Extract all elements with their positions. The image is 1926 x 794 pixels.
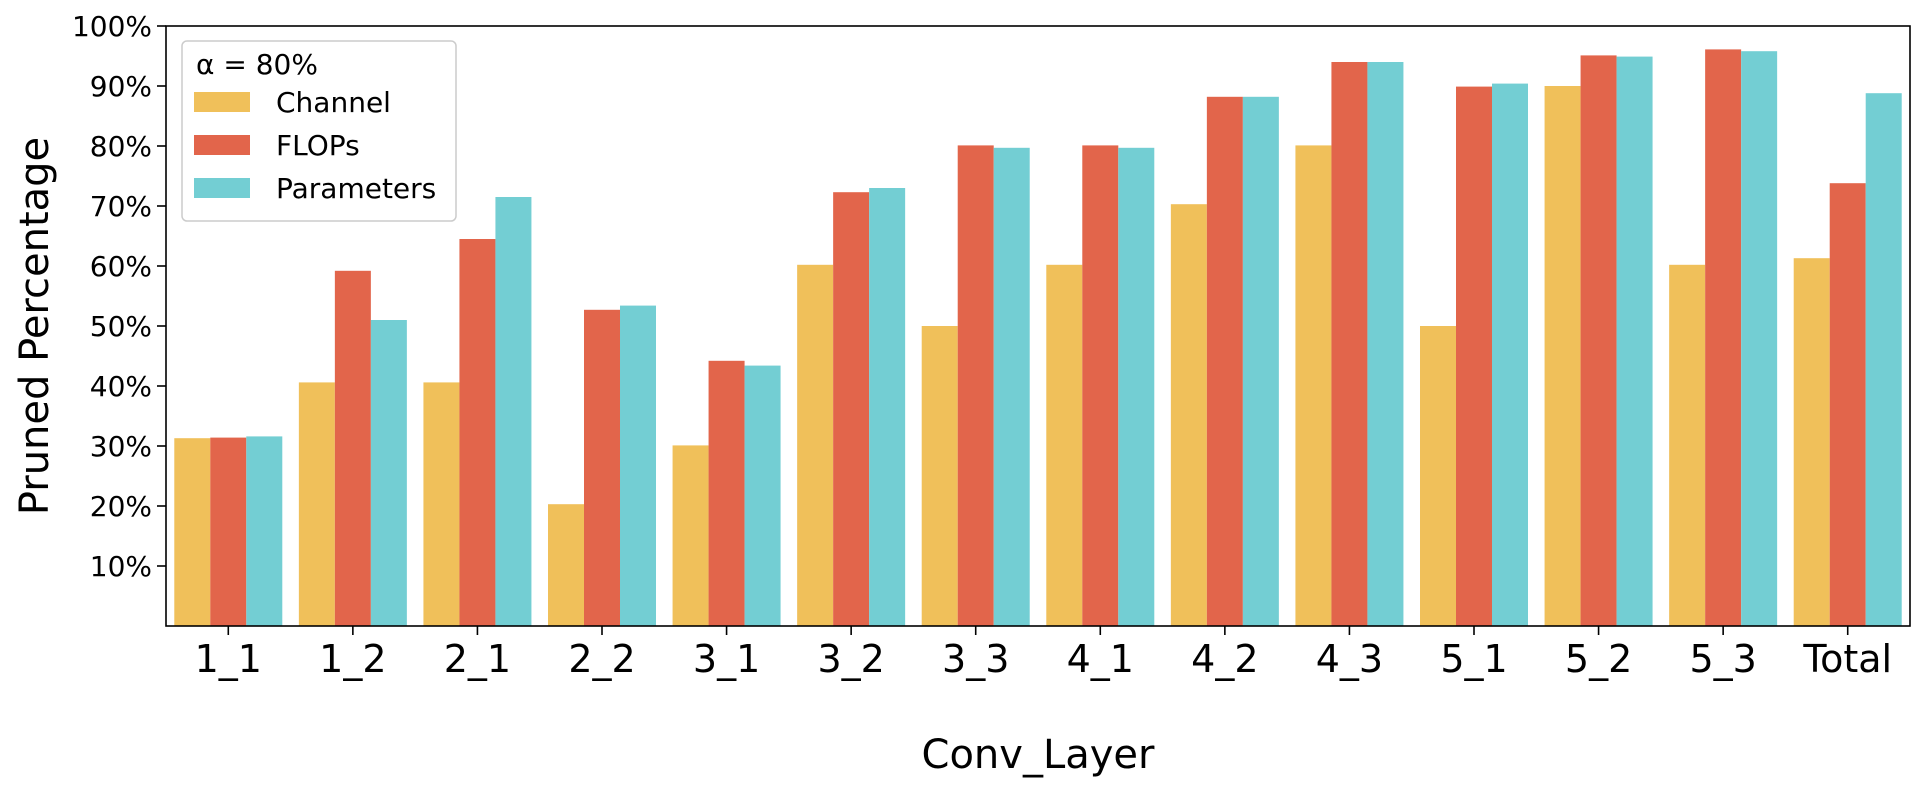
legend-title: α = 80% [196, 48, 318, 81]
bar-channel-3_1 [672, 445, 709, 626]
x-tick-label: 1_1 [195, 637, 262, 681]
bar-channel-1_1 [174, 438, 211, 626]
y-tick-label: 40% [90, 370, 152, 403]
bar-flops-3_2 [833, 192, 870, 626]
bar-flops-3_1 [708, 360, 745, 626]
legend: α = 80% Channel FLOPs Parameters [181, 40, 457, 222]
x-tick-label: 1_2 [319, 637, 386, 681]
x-tick-label: 3_2 [817, 637, 884, 681]
x-tick-label: 3_3 [942, 637, 1009, 681]
bar-parameters-2_1 [495, 197, 532, 626]
bar-channel-4_2 [1170, 204, 1207, 626]
bar-parameters-3_1 [744, 365, 781, 626]
y-tick-label: 20% [90, 490, 152, 523]
y-axis: 10% 20% 30% 40% 50% 60% 70% 80% 90% 100% [72, 10, 166, 583]
y-tick-label: 50% [90, 310, 152, 343]
x-tick-label: 4_2 [1191, 637, 1258, 681]
bar-flops-2_2 [584, 309, 620, 626]
bar-channel-5_2 [1544, 86, 1581, 626]
x-tick-label: 3_1 [693, 637, 760, 681]
x-axis: 1_1 1_2 2_1 2_2 3_1 3_2 3_3 4_1 4_2 4_3 5_1 5_2 5_3 T… [195, 626, 1892, 681]
x-tick-label: 5_1 [1440, 637, 1507, 681]
bar-channel-3_3 [921, 326, 958, 626]
legend-label-flops: FLOPs [276, 129, 360, 162]
bar-parameters-1_1 [246, 436, 283, 626]
y-tick-label: 30% [90, 430, 152, 463]
bar-channel-total [1793, 258, 1830, 626]
legend-label-channel: Channel [276, 86, 391, 119]
bar-channel-4_3 [1295, 145, 1332, 626]
bar-parameters-5_3 [1741, 51, 1778, 626]
bar-parameters-3_3 [993, 147, 1030, 627]
x-tick-label: 2_1 [444, 637, 511, 681]
bar-parameters-2_2 [620, 305, 656, 626]
legend-swatch-channel [194, 92, 250, 112]
bar-parameters-1_2 [370, 320, 407, 626]
bar-channel-2_1 [423, 382, 460, 626]
bar-flops-4_2 [1206, 96, 1243, 627]
x-tick-label: 2_2 [568, 637, 635, 681]
x-tick-label: Total [1802, 637, 1892, 681]
y-tick-label: 90% [90, 70, 152, 103]
bars-group [174, 49, 1902, 627]
bar-flops-2_1 [459, 239, 496, 626]
y-axis-label: Pruned Percentage [12, 137, 58, 515]
bar-parameters-5_1 [1492, 83, 1528, 627]
legend-swatch-flops [194, 135, 250, 155]
legend-swatch-parameters [194, 178, 250, 198]
legend-box [181, 40, 457, 222]
bar-parameters-4_1 [1118, 147, 1155, 627]
bar-parameters-total [1865, 93, 1902, 626]
y-tick-label: 60% [90, 250, 152, 283]
y-tick-label: 80% [90, 130, 152, 163]
bar-channel-3_2 [797, 264, 834, 626]
bar-channel-5_1 [1420, 326, 1456, 626]
bar-flops-1_1 [210, 437, 247, 626]
bar-parameters-3_2 [869, 188, 906, 626]
bar-channel-5_3 [1669, 264, 1706, 626]
x-tick-label: 4_3 [1316, 637, 1383, 681]
bar-channel-2_2 [548, 504, 584, 626]
bar-parameters-4_2 [1242, 96, 1279, 627]
bar-parameters-4_3 [1367, 62, 1404, 626]
bar-flops-5_3 [1705, 49, 1742, 626]
bar-flops-1_2 [334, 270, 371, 626]
bar-flops-3_3 [957, 145, 994, 626]
bar-flops-total [1829, 183, 1866, 626]
x-axis-label: Conv_Layer [922, 732, 1156, 778]
x-tick-label: 4_1 [1067, 637, 1134, 681]
bar-parameters-5_2 [1616, 56, 1653, 627]
x-tick-label: 5_2 [1565, 637, 1632, 681]
bar-flops-5_1 [1456, 86, 1492, 627]
bar-flops-4_3 [1331, 62, 1368, 626]
legend-label-parameters: Parameters [276, 172, 436, 205]
x-tick-label: 5_3 [1689, 637, 1756, 681]
bar-flops-4_1 [1082, 145, 1119, 626]
bar-channel-4_1 [1046, 264, 1083, 626]
bar-channel-1_2 [298, 382, 335, 626]
bar-flops-5_2 [1580, 55, 1617, 626]
y-tick-label: 10% [90, 550, 152, 583]
y-tick-label: 70% [90, 190, 152, 223]
y-tick-label: 100% [72, 10, 152, 43]
